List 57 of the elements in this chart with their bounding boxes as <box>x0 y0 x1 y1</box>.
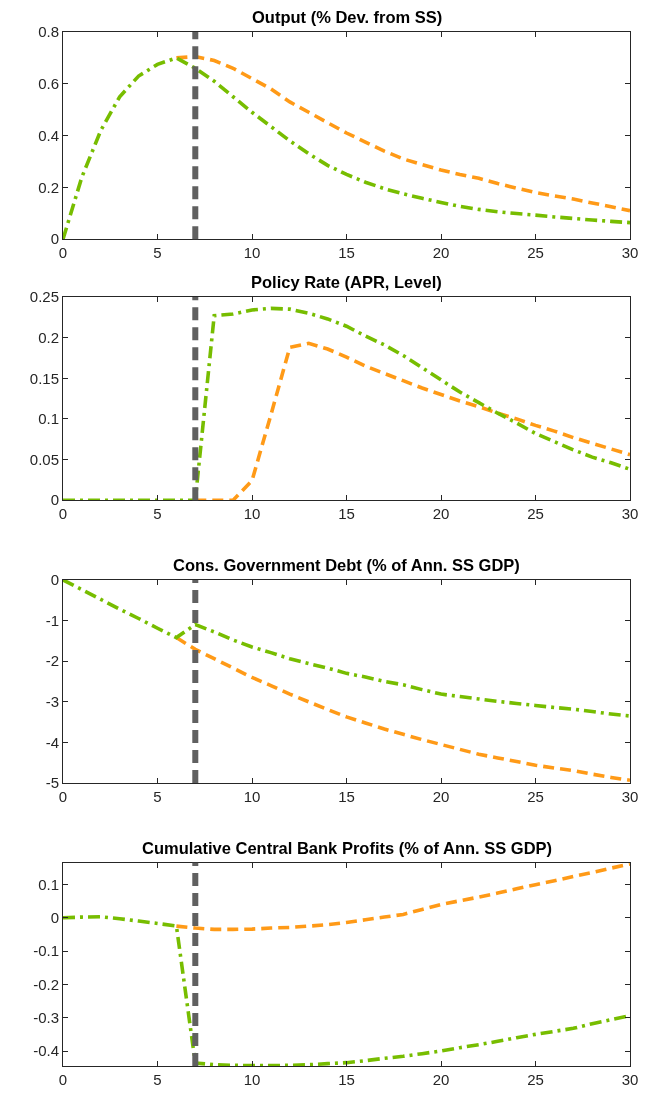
y-tick-label: -5 <box>45 774 59 792</box>
y-tick-label: -0.3 <box>33 1008 59 1026</box>
x-tick-label: 20 <box>432 505 450 523</box>
chart-title: Policy Rate (APR, Level) <box>251 273 442 291</box>
chart-title: Cons. Government Debt (% of Ann. SS GDP) <box>173 556 520 574</box>
y-tick-label: 0.2 <box>38 178 59 196</box>
x-tick-label: 20 <box>432 1071 450 1088</box>
y-tick-label: -2 <box>45 652 59 670</box>
y-tick-label: -0.2 <box>33 975 59 993</box>
x-tick-label: 15 <box>338 1071 355 1088</box>
x-tick-label: 10 <box>243 505 261 523</box>
line-series <box>174 635 630 783</box>
y-tick-label: 0.1 <box>38 875 59 893</box>
y-tick-label: 0 <box>50 491 59 509</box>
x-tick-label: 10 <box>243 1071 261 1088</box>
x-tick-label: 5 <box>153 788 162 806</box>
x-tick-label: 30 <box>621 788 639 806</box>
x-tick-label: 30 <box>621 244 639 262</box>
y-tick-label: 0.05 <box>29 450 59 468</box>
chart-title: Cumulative Central Bank Profits (% of Ann. SS GDP) <box>142 839 553 857</box>
x-tick-label: 5 <box>153 505 162 523</box>
y-tick-label: 0.8 <box>38 23 59 41</box>
y-tick-label: 0 <box>50 230 59 248</box>
x-tick-label: 20 <box>432 244 450 262</box>
line-series <box>174 54 630 213</box>
x-tick-label: 30 <box>621 505 639 523</box>
line-series <box>174 862 630 932</box>
x-tick-label: 10 <box>243 244 261 262</box>
y-tick-label: -0.1 <box>33 942 59 960</box>
y-tick-label: -0.4 <box>33 1042 59 1060</box>
y-tick-label: -1 <box>45 611 59 629</box>
x-tick-label: 15 <box>338 505 355 523</box>
x-tick-label: 15 <box>338 244 355 262</box>
line-series <box>63 306 630 501</box>
x-tick-label: 25 <box>527 788 544 806</box>
y-tick-label: 0.2 <box>38 328 59 346</box>
y-tick-label: -3 <box>45 693 59 711</box>
y-tick-label: 0.25 <box>29 288 59 306</box>
x-tick-label: 15 <box>338 788 355 806</box>
y-tick-label: 0.4 <box>38 126 59 144</box>
y-tick-label: 0.6 <box>38 75 59 93</box>
chart-title: Output (% Dev. from SS) <box>252 8 443 26</box>
x-tick-label: 5 <box>153 1071 162 1088</box>
y-tick-label: -4 <box>45 733 59 751</box>
x-tick-label: 10 <box>243 788 261 806</box>
x-tick-label: 30 <box>621 1071 639 1088</box>
y-tick-label: 0 <box>50 909 59 927</box>
x-tick-label: 20 <box>432 788 450 806</box>
x-tick-label: 25 <box>527 244 544 262</box>
y-tick-label: 0 <box>50 571 59 589</box>
x-tick-label: 25 <box>527 505 544 523</box>
line-series <box>63 56 630 240</box>
x-tick-label: 5 <box>153 244 162 262</box>
y-tick-label: 0.1 <box>38 410 59 428</box>
line-series <box>63 579 630 718</box>
y-tick-label: 0.15 <box>29 369 59 387</box>
x-tick-label: 25 <box>527 1071 544 1088</box>
